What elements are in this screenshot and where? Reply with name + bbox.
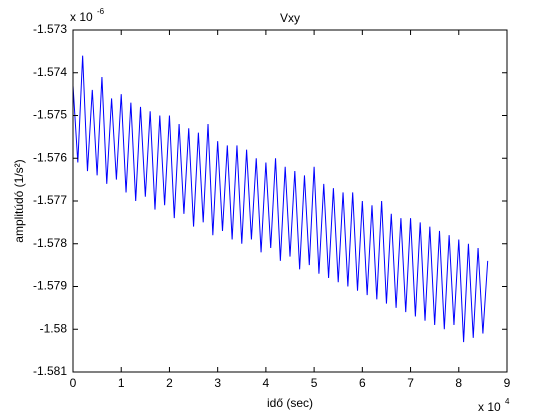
- y-multiplier-base: x 10: [70, 10, 93, 24]
- y-tick-label: -1.577: [33, 193, 67, 207]
- x-axis-label: idő (sec): [267, 396, 313, 410]
- plot-area: [73, 30, 507, 372]
- x-tick-label: 6: [359, 376, 366, 390]
- chart-title: Vxy: [280, 11, 300, 25]
- y-tick-label: -1.579: [33, 279, 67, 293]
- y-multiplier-exponent: -6: [97, 7, 105, 16]
- x-multiplier-base: x 10: [478, 400, 501, 414]
- y-tick-label: -1.58: [40, 321, 68, 335]
- y-tick-label: -1.578: [33, 236, 67, 250]
- x-tick-label: 3: [214, 376, 221, 390]
- y-tick-label: -1.575: [33, 108, 67, 122]
- x-tick-label: 1: [118, 376, 125, 390]
- x-tick-label: 8: [455, 376, 462, 390]
- y-axis-label: amplitúdó (1/s²): [12, 159, 26, 242]
- data-line: [72, 55, 489, 343]
- x-tick-label: 7: [407, 376, 414, 390]
- y-tick-label: -1.574: [33, 65, 67, 79]
- x-tick-label: 5: [311, 376, 318, 390]
- x-tick-label: 4: [263, 376, 270, 390]
- y-tick-label: -1.573: [33, 22, 67, 36]
- x-tick-label: 2: [166, 376, 173, 390]
- x-multiplier-exponent: 4: [505, 397, 510, 406]
- y-tick-label: -1.581: [33, 364, 67, 378]
- y-tick-label: -1.576: [33, 150, 67, 164]
- x-tick-label: 9: [504, 376, 511, 390]
- x-tick-label: 0: [70, 376, 77, 390]
